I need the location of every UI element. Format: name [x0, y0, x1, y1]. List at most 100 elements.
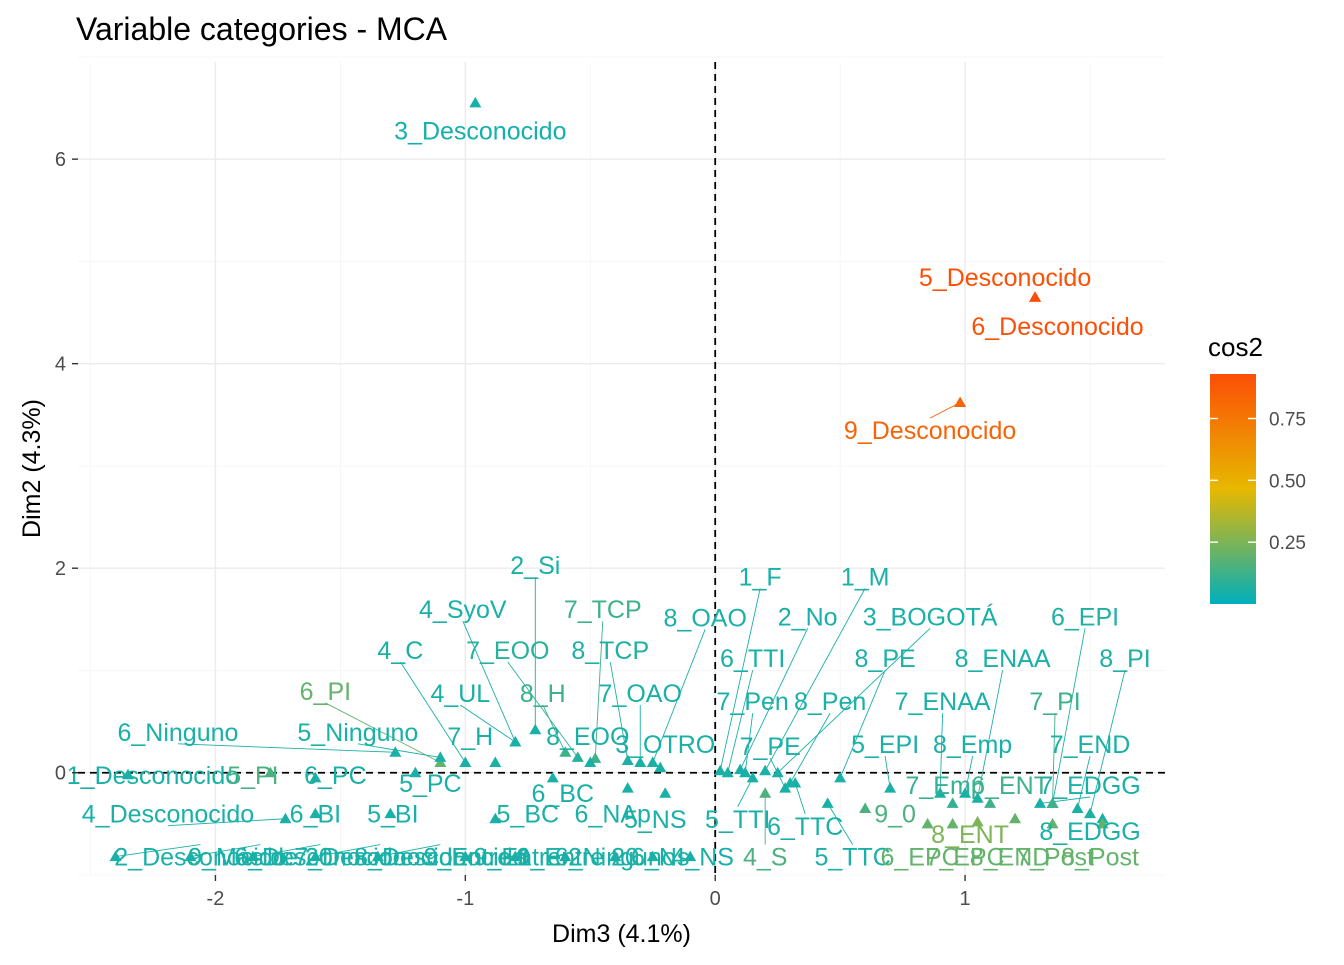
point-label: 7_EPC [925, 844, 1004, 872]
point-marker [1009, 812, 1022, 824]
point-marker [1046, 817, 1059, 829]
point-marker [434, 751, 447, 762]
point-marker [934, 787, 947, 798]
point-label: 6_EPI [1051, 603, 1119, 631]
point-label: 6_BI [290, 801, 341, 829]
point-marker [759, 787, 772, 798]
point-label: 5_Desconocido [919, 264, 1091, 292]
legend-title: cos2 [1208, 332, 1263, 362]
y-tick-label: 0 [55, 763, 66, 785]
point-label: 3_Desconocido [394, 118, 566, 146]
point-marker [609, 850, 622, 862]
point-label: 3_OTRO [615, 731, 715, 759]
point-marker [921, 817, 934, 829]
x-tick-label: 1 [960, 888, 971, 910]
point-label: 6_NAp [575, 801, 651, 829]
connector-line [789, 712, 831, 784]
point-label: 8_Emp [933, 731, 1012, 759]
connector-line [190, 844, 261, 858]
connector-line [377, 844, 441, 858]
point-label: 6_TTC [767, 813, 843, 841]
point-label: 5_TTI [705, 806, 770, 834]
point-label: 8_ENT [931, 821, 1009, 849]
point-label: 7_OAO [599, 680, 682, 708]
connector-line [115, 844, 201, 858]
point-label: 5_Ninguno [297, 719, 418, 747]
point-label: 6_PC [304, 762, 367, 790]
point-marker [559, 850, 572, 862]
point-label: 7_H [447, 723, 493, 751]
point-label: 7_PI [1029, 688, 1080, 716]
y-tick-label: 2 [55, 558, 66, 580]
point-label: 8_EDGG [1039, 818, 1140, 846]
point-label: 8_ENAA [955, 645, 1051, 673]
point-marker [489, 812, 502, 824]
connector-line [1052, 713, 1056, 804]
point-label: 6_Ninguno [117, 719, 238, 747]
point-marker [859, 802, 872, 814]
point-label: 4_UL [430, 680, 490, 708]
connector-line [744, 713, 754, 773]
point-label: 7_ENAA [895, 688, 991, 716]
point-marker [1071, 802, 1084, 814]
point-marker [721, 766, 734, 778]
point-markers [109, 96, 1109, 862]
point-label: 9_Desconocido [844, 417, 1016, 445]
label-connectors [115, 402, 1126, 858]
point-label: 8_Pen [794, 688, 866, 716]
point-label: 8_END [970, 844, 1051, 872]
connector-line [325, 702, 441, 763]
point-label: 7_Post [1016, 844, 1094, 872]
point-label: 7_Emp [905, 772, 984, 800]
connector-line [252, 844, 321, 858]
point-marker [384, 807, 397, 819]
connector-line [1089, 670, 1126, 814]
point-marker [621, 754, 634, 765]
point-label: 9_Más de 20 [188, 844, 333, 872]
point-marker [759, 764, 772, 776]
point-label: 6_Ninguno [555, 844, 676, 872]
point-marker [509, 850, 522, 862]
point-marker [1084, 807, 1097, 819]
point-marker [789, 776, 802, 788]
point-marker [1029, 291, 1042, 302]
point-marker [246, 850, 259, 862]
point-marker [959, 787, 972, 798]
point-label: 8_PE [855, 645, 916, 673]
point-label: 7_Pen [717, 688, 789, 716]
point-label: 7_END [1050, 731, 1131, 759]
point-label: 5_TTC [814, 844, 890, 872]
point-label: 5_PC [399, 770, 462, 798]
point-marker [279, 812, 292, 824]
point-marker [309, 807, 322, 819]
point-marker [489, 756, 502, 768]
point-marker [714, 764, 727, 776]
point-label: 2_No [778, 603, 838, 631]
point-marker [1034, 797, 1047, 808]
connector-line [764, 588, 866, 771]
point-marker [971, 792, 984, 803]
point-label: 5_NS [624, 806, 687, 834]
point-marker [954, 396, 967, 408]
connector-line [737, 777, 754, 807]
point-marker [109, 850, 122, 862]
point-marker [634, 756, 647, 768]
connector-line [964, 756, 974, 794]
y-axis-title: Dim2 (4.3%) [18, 399, 46, 538]
connector-line [727, 670, 754, 773]
connector-line [462, 620, 516, 743]
y-tick-label: 4 [55, 354, 66, 376]
point-label: 6_PI [300, 678, 351, 706]
connector-line [777, 627, 931, 774]
point-marker [946, 797, 959, 808]
point-marker [684, 850, 697, 862]
point-marker [469, 96, 482, 108]
point-label: 8_H [520, 680, 566, 708]
connector-line [460, 704, 516, 743]
point-marker [371, 850, 384, 862]
point-label: 8_Desconocido [354, 844, 526, 872]
point-marker [621, 782, 634, 793]
chart-title: Variable categories - MCA [76, 11, 448, 47]
connector-line [939, 713, 944, 794]
